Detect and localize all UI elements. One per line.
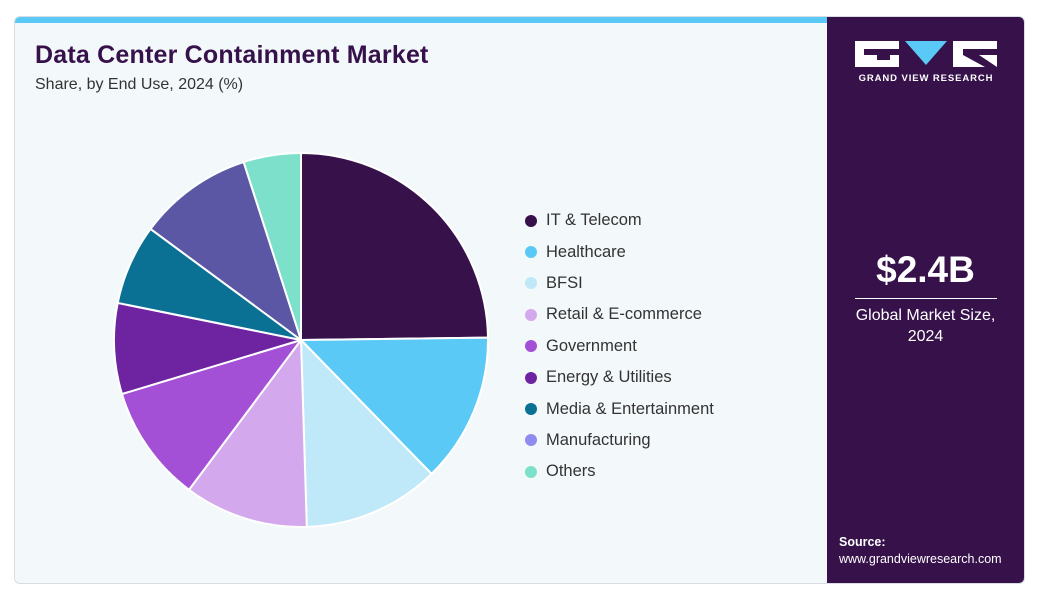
legend-label: Manufacturing: [546, 430, 651, 449]
pie-slice-retail-e-commerce: [188, 339, 308, 528]
legend-label: Others: [546, 462, 596, 481]
logo-text: GRAND VIEW RESEARCH: [858, 73, 994, 84]
legend-label: BFSI: [546, 273, 583, 292]
pie-slice-it-telecom: [300, 152, 489, 341]
legend-item-energy-utilities: Energy & Utilities: [525, 362, 714, 393]
pie-slice-manufacturing: [149, 161, 302, 341]
gvr-logo-icon: [855, 41, 997, 67]
legend-swatch-icon: [525, 403, 537, 416]
chart-title: Data Center Containment Market: [35, 41, 429, 69]
pie-chart: [113, 152, 489, 528]
legend-label: Retail & E-commerce: [546, 305, 702, 324]
pie-slice-others: [242, 152, 302, 341]
legend-swatch-icon: [525, 246, 537, 259]
divider: [855, 298, 997, 299]
legend-item-it-telecom: IT & Telecom: [525, 205, 714, 236]
market-size-label: Global Market Size, 2024: [855, 307, 996, 345]
pie-slice-energy-utilities: [113, 301, 302, 395]
legend-item-healthcare: Healthcare: [525, 236, 714, 267]
legend-swatch-icon: [525, 434, 537, 447]
pie-slice-government: [120, 339, 302, 491]
legend-item-manufacturing: Manufacturing: [525, 425, 714, 456]
sidebar-panel: GRAND VIEW RESEARCH $2.4B Global Market …: [827, 17, 1024, 583]
source-note: Source: www.grandviewresearch.com: [839, 534, 1002, 568]
pie-slice-bfsi: [300, 339, 433, 528]
legend-label: Media & Entertainment: [546, 399, 714, 418]
legend-item-others: Others: [525, 456, 714, 487]
market-size-value: $2.4B: [876, 249, 975, 290]
pie-slice-healthcare: [300, 336, 489, 475]
legend-item-retail-e-commerce: Retail & E-commerce: [525, 299, 714, 330]
legend-swatch-icon: [525, 340, 537, 353]
accent-bar: [15, 17, 827, 23]
legend-label: Healthcare: [546, 242, 626, 261]
chart-subtitle: Share, by End Use, 2024 (%): [35, 76, 244, 93]
legend-label: Government: [546, 336, 637, 355]
grand-view-research-logo: GRAND VIEW RESEARCH: [855, 41, 997, 84]
legend-swatch-icon: [525, 308, 537, 321]
legend-item-bfsi: BFSI: [525, 268, 714, 299]
legend-swatch-icon: [525, 465, 537, 478]
legend-label: IT & Telecom: [546, 211, 642, 230]
source-title: Source:: [839, 535, 886, 549]
chart-legend: IT & Telecom Healthcare BFSI Retail & E-com…: [525, 205, 714, 488]
legend-swatch-icon: [525, 277, 537, 290]
chart-card: Data Center Containment Market Share, by…: [14, 16, 1025, 584]
source-url[interactable]: www.grandviewresearch.com: [839, 552, 1002, 566]
legend-swatch-icon: [525, 214, 537, 227]
legend-swatch-icon: [525, 371, 537, 384]
legend-label: Energy & Utilities: [546, 368, 672, 387]
legend-item-media-entertainment: Media & Entertainment: [525, 393, 714, 424]
legend-item-government: Government: [525, 331, 714, 362]
